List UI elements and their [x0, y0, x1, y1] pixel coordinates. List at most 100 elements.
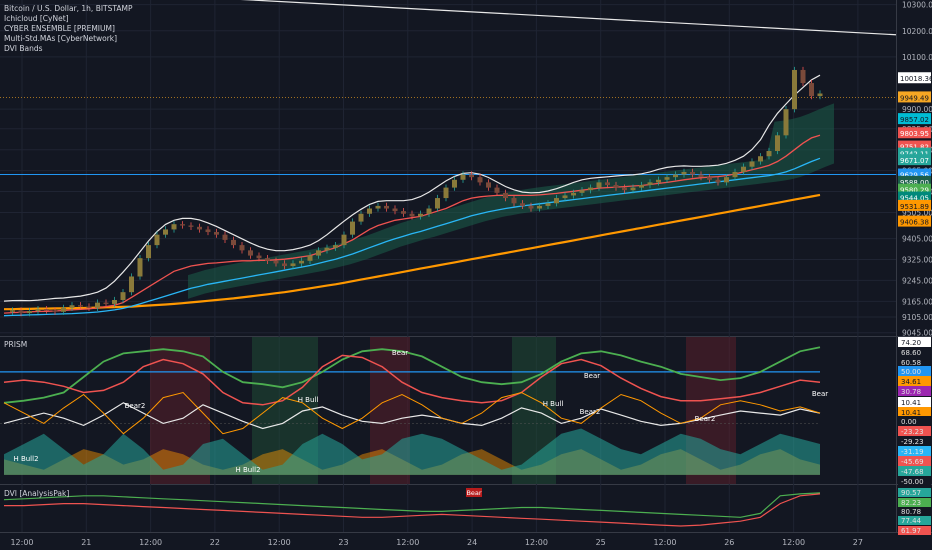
- prism-signal-label: H Bull: [298, 396, 319, 404]
- dvi-value-tag: [898, 516, 931, 525]
- prism-value-text: 10.41: [901, 409, 921, 417]
- dvi-value-text: 82.23: [901, 499, 921, 507]
- prism-value-text: -31.19: [901, 448, 924, 456]
- indicator-multi-std-mas[interactable]: Multi-Std.MAs [CyberNetwork]: [4, 34, 118, 43]
- price-label-text: 9671.07: [900, 157, 929, 165]
- dvi-value-text: 90.57: [901, 489, 921, 497]
- candle-body: [758, 156, 763, 162]
- prism-pane-label: PRISM: [4, 340, 28, 349]
- prism-signal-label: H Bull2: [235, 466, 260, 474]
- candle-body: [647, 182, 653, 185]
- candle-body: [52, 310, 58, 312]
- x-tick-label: 12:00: [396, 538, 419, 547]
- dvi-value-tag: [898, 526, 931, 535]
- candle-body: [766, 151, 772, 157]
- candle-body: [248, 250, 253, 256]
- x-tick-label: 23: [338, 538, 348, 547]
- candle-body: [639, 184, 644, 188]
- prism-wave-green-area: [4, 428, 820, 475]
- candle-body: [86, 306, 92, 308]
- prism-value-tag: [898, 476, 931, 486]
- candle-body: [171, 224, 177, 230]
- x-tick-label: 27: [853, 538, 863, 547]
- candle-body: [256, 255, 262, 259]
- candle-body: [222, 234, 228, 240]
- price-label-text: 9588.00: [900, 179, 929, 187]
- candle-body: [333, 245, 338, 248]
- indicator-ichicloud[interactable]: Ichicloud [CyNet]: [4, 14, 69, 23]
- prism-value-tag: [898, 357, 931, 367]
- price-label-tag: [898, 140, 931, 152]
- dvi-bear-badge: [466, 488, 482, 497]
- y-tick-label: 10300.00: [902, 1, 932, 10]
- prism-value-tag: [898, 337, 931, 347]
- candle-body: [197, 226, 202, 230]
- candle-body: [409, 213, 415, 217]
- dvi-pane-label: DVI [AnalysisPak]: [4, 489, 70, 498]
- candle-body: [78, 305, 83, 307]
- price-label-tag: [898, 91, 931, 103]
- candle-body: [809, 83, 814, 97]
- y-tick-label: 9105.00: [902, 313, 932, 322]
- price-label-tag: [898, 199, 931, 211]
- prism-value-tag: [898, 347, 931, 357]
- prism-value-text: -45.69: [901, 458, 924, 466]
- candle-body: [664, 177, 670, 180]
- candle-body: [537, 205, 542, 209]
- candle-body: [690, 171, 695, 175]
- prism-signal-label: H Bull2: [13, 455, 38, 463]
- candle-body: [418, 213, 423, 217]
- candle-body: [273, 260, 279, 264]
- prism-signal-label: Bear: [584, 372, 600, 380]
- chart-legend: Bitcoin / U.S. Dollar, 1h, BITSTAMP Ichi…: [4, 4, 133, 54]
- dvi-band-line: [3, 74, 821, 302]
- candle-body: [350, 221, 355, 235]
- prism-signal-label: Bear2: [125, 402, 146, 410]
- x-tick-label: 12:00: [139, 538, 162, 547]
- candle-body: [18, 310, 24, 314]
- dvi-signal-label: Bear: [466, 489, 481, 497]
- prism-value-tag: [898, 386, 931, 396]
- dvi-green-line: [3, 492, 821, 518]
- candle-body: [749, 161, 755, 167]
- candle-body: [341, 234, 347, 246]
- x-tick-label: 21: [81, 538, 91, 547]
- x-tick-label: 25: [596, 538, 606, 547]
- candle-body: [10, 310, 15, 312]
- indicator-dvi-bands[interactable]: DVI Bands: [4, 44, 43, 53]
- dvi-value-text: 61.97: [901, 527, 921, 535]
- prism-signal-label: Bear2: [580, 408, 601, 416]
- price-label-tag: [898, 113, 931, 125]
- prism-value-text: -29.23: [901, 438, 924, 446]
- resistance-trendline: [240, 0, 897, 36]
- price-label-text: 9629.56: [900, 172, 929, 180]
- candle-body: [792, 69, 797, 110]
- candle-body: [800, 69, 806, 84]
- candle-body: [367, 208, 372, 214]
- candle-body: [715, 179, 721, 183]
- y-tick-label: 9900.00: [902, 105, 932, 114]
- candle-body: [239, 245, 245, 251]
- candle-body: [392, 208, 398, 212]
- dvi-value-tag: [898, 498, 931, 507]
- candle-body: [630, 187, 636, 191]
- x-tick-label: 12:00: [525, 538, 548, 547]
- prism-value-tag: [898, 397, 931, 407]
- candle-body: [61, 307, 66, 312]
- price-label-text: 9406.38: [900, 219, 929, 227]
- candle-body: [511, 198, 517, 204]
- candle-body: [528, 205, 534, 209]
- x-tick-label: 12:00: [653, 538, 676, 547]
- candle-body: [188, 225, 194, 227]
- candle-body: [741, 166, 746, 172]
- candle-body: [579, 190, 585, 193]
- candle-body: [95, 302, 100, 308]
- candle-body: [231, 239, 236, 246]
- indicator-cyber-ensemble[interactable]: CYBER ENSEMBLE [PREMIUM]: [4, 24, 115, 33]
- dvi-value-text: 77.44: [901, 517, 922, 525]
- candle-body: [163, 229, 168, 235]
- candle-body: [724, 177, 729, 183]
- prism-value-text: 30.78: [901, 388, 921, 396]
- y-tick-label: 9405.00: [902, 235, 932, 244]
